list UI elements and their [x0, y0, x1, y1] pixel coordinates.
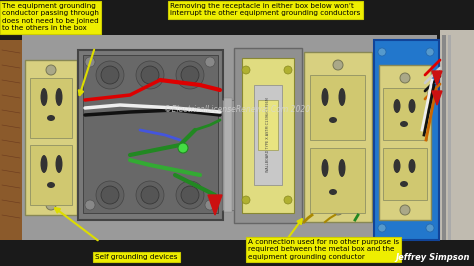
Circle shape — [101, 66, 119, 84]
Circle shape — [46, 65, 56, 75]
Ellipse shape — [47, 115, 55, 121]
Circle shape — [333, 205, 343, 215]
Polygon shape — [432, 71, 442, 85]
Ellipse shape — [400, 121, 408, 127]
Circle shape — [141, 66, 159, 84]
Bar — [304, 52, 372, 222]
Bar — [310, 75, 365, 140]
Polygon shape — [208, 195, 222, 215]
Bar — [440, 30, 474, 240]
Bar — [224, 98, 232, 212]
Circle shape — [242, 66, 250, 74]
Bar — [258, 100, 278, 150]
Ellipse shape — [329, 117, 337, 123]
Ellipse shape — [393, 99, 401, 113]
Text: Jeffrey Simpson: Jeffrey Simpson — [395, 253, 470, 262]
Circle shape — [178, 143, 188, 153]
Text: A connection used for no other purpose is
required between the metal box and the: A connection used for no other purpose i… — [248, 239, 399, 260]
Circle shape — [141, 186, 159, 204]
Circle shape — [284, 196, 292, 204]
Text: The equipment grounding
conductor passing through
does not need to be joined
to : The equipment grounding conductor passin… — [2, 3, 99, 31]
Circle shape — [181, 66, 199, 84]
Bar — [30, 145, 72, 205]
Circle shape — [400, 205, 410, 215]
Circle shape — [46, 200, 56, 210]
Text: WALLBOARD TYPE X ASTM C1396/C1396M: WALLBOARD TYPE X ASTM C1396/C1396M — [266, 98, 270, 172]
Circle shape — [96, 181, 124, 209]
Polygon shape — [432, 91, 442, 105]
Bar — [448, 35, 451, 240]
Text: Self grounding devices: Self grounding devices — [95, 254, 177, 260]
Circle shape — [205, 200, 215, 210]
Bar — [78, 50, 223, 220]
Circle shape — [85, 200, 95, 210]
Bar — [30, 78, 72, 138]
Ellipse shape — [40, 155, 47, 173]
Ellipse shape — [55, 155, 63, 173]
Bar — [442, 35, 446, 240]
Ellipse shape — [47, 182, 55, 188]
Circle shape — [205, 57, 215, 67]
Circle shape — [400, 73, 410, 83]
Circle shape — [136, 181, 164, 209]
Circle shape — [333, 60, 343, 70]
Bar — [374, 40, 439, 240]
Ellipse shape — [393, 159, 401, 173]
Bar — [222, 100, 234, 210]
Ellipse shape — [409, 159, 416, 173]
Bar — [0, 40, 22, 240]
Bar — [83, 55, 218, 213]
Ellipse shape — [338, 88, 346, 106]
Ellipse shape — [55, 88, 63, 106]
Bar — [310, 148, 365, 213]
Bar — [234, 48, 302, 223]
Circle shape — [136, 61, 164, 89]
Circle shape — [85, 57, 95, 67]
Ellipse shape — [338, 159, 346, 177]
Circle shape — [284, 66, 292, 74]
Text: ©ElectricalLicenseRenewal.Com 2020: ©ElectricalLicenseRenewal.Com 2020 — [164, 106, 310, 114]
Bar — [22, 35, 437, 240]
Circle shape — [176, 61, 204, 89]
Bar — [383, 148, 427, 200]
Circle shape — [101, 186, 119, 204]
Circle shape — [378, 48, 386, 56]
Bar — [25, 60, 77, 215]
Bar — [379, 65, 431, 220]
Bar — [254, 85, 282, 185]
Ellipse shape — [321, 159, 328, 177]
Bar — [383, 88, 427, 140]
Circle shape — [378, 224, 386, 232]
Ellipse shape — [329, 189, 337, 195]
Circle shape — [426, 224, 434, 232]
Circle shape — [426, 48, 434, 56]
Bar — [242, 58, 294, 213]
Text: Removing the receptacle in either box below won’t
interrupt the other equipment : Removing the receptacle in either box be… — [170, 3, 360, 16]
Circle shape — [96, 61, 124, 89]
Ellipse shape — [409, 99, 416, 113]
Circle shape — [176, 181, 204, 209]
Circle shape — [242, 196, 250, 204]
Circle shape — [181, 186, 199, 204]
Ellipse shape — [321, 88, 328, 106]
Ellipse shape — [400, 181, 408, 187]
Ellipse shape — [40, 88, 47, 106]
